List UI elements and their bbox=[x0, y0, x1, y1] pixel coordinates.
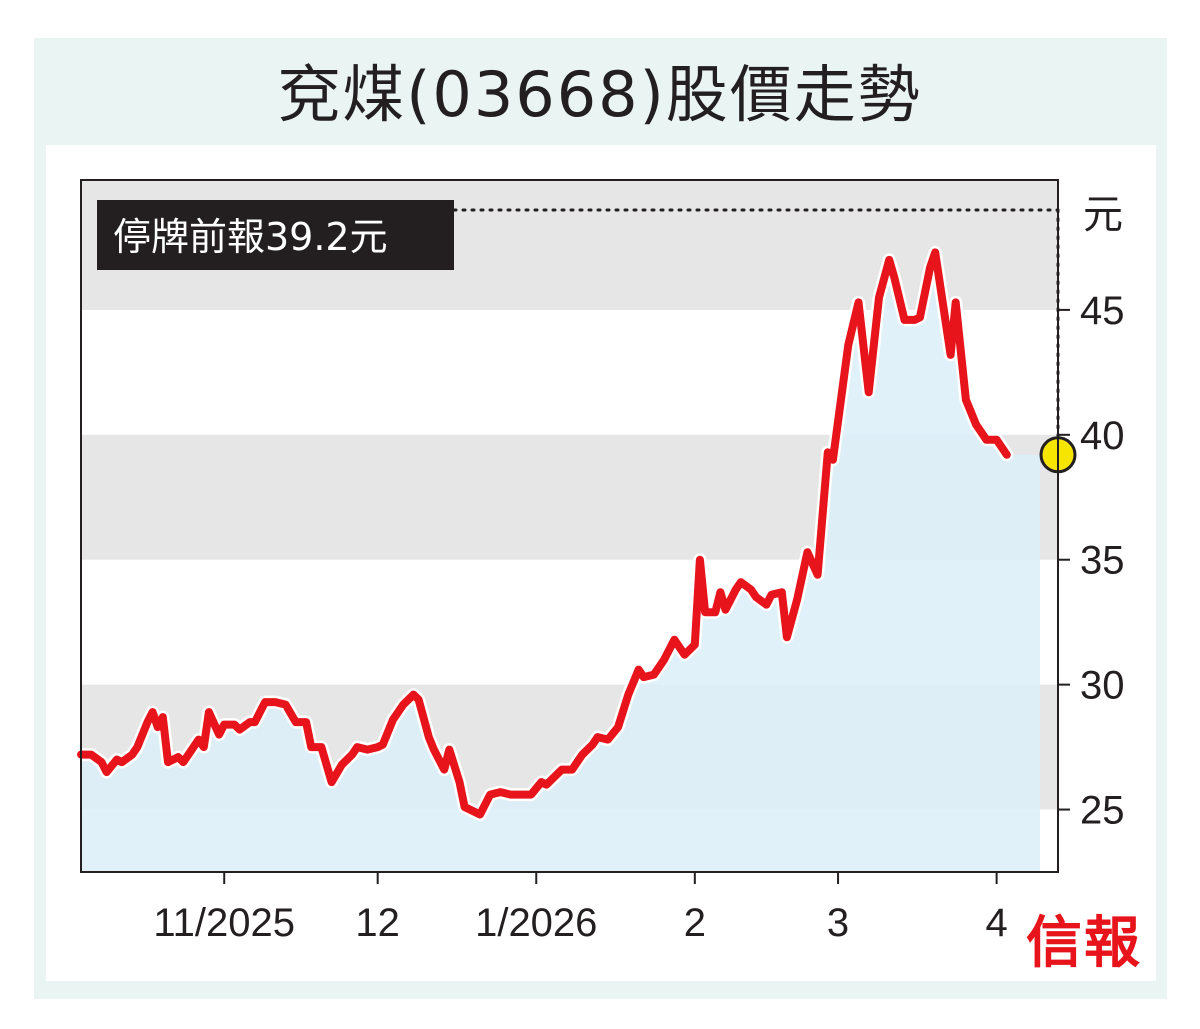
y-axis-unit: 元 bbox=[1083, 193, 1123, 237]
x-tick-label: 12 bbox=[355, 901, 400, 945]
annotation-box bbox=[97, 200, 454, 270]
brand-logo: 信報 bbox=[1026, 910, 1142, 976]
x-tick-label: 4 bbox=[985, 901, 1007, 945]
axes: 25 30 35 40 45 11/2025 12 1/2026 2 3 4 bbox=[80, 179, 1125, 945]
x-tick-label: 1/2026 bbox=[475, 901, 597, 945]
x-tick-label: 11/2025 bbox=[153, 901, 295, 945]
x-tick-label: 3 bbox=[827, 901, 849, 945]
plot-border bbox=[80, 179, 1059, 873]
price-area bbox=[81, 252, 1040, 872]
price-line bbox=[77, 248, 1011, 819]
y-tick-label: 45 bbox=[1080, 289, 1125, 333]
y-tick-label: 35 bbox=[1080, 539, 1125, 583]
annotation-label: 停牌前報39.2元 bbox=[113, 215, 388, 259]
x-tick-label: 2 bbox=[684, 901, 706, 945]
y-tick-label: 25 bbox=[1080, 789, 1125, 833]
y-tick-label: 30 bbox=[1080, 664, 1125, 708]
y-tick-label: 40 bbox=[1080, 414, 1125, 458]
chart-title: 兗煤(03668)股價走勢 bbox=[278, 58, 922, 131]
